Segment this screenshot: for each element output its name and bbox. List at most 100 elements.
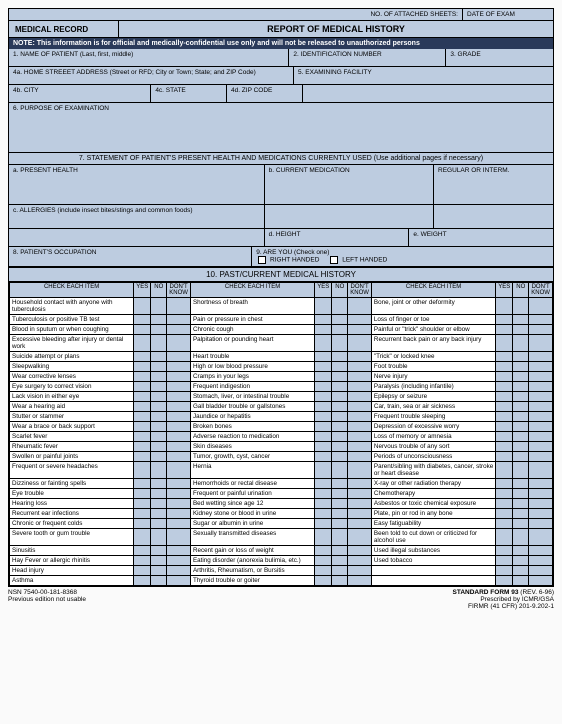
tick-cell[interactable] <box>167 362 191 372</box>
tick-cell[interactable] <box>151 392 167 402</box>
tick-cell[interactable] <box>332 402 348 412</box>
tick-cell[interactable] <box>151 352 167 362</box>
tick-cell[interactable] <box>332 519 348 529</box>
tick-cell[interactable] <box>513 382 529 392</box>
tick-cell[interactable] <box>167 372 191 382</box>
tick-cell[interactable] <box>315 315 332 325</box>
tick-cell[interactable] <box>315 566 332 576</box>
tick-cell[interactable] <box>134 352 151 362</box>
tick-cell[interactable] <box>151 509 167 519</box>
tick-cell[interactable] <box>134 315 151 325</box>
tick-cell[interactable] <box>496 402 513 412</box>
tick-cell[interactable] <box>496 519 513 529</box>
tick-cell[interactable] <box>315 556 332 566</box>
tick-cell[interactable] <box>167 315 191 325</box>
tick-cell[interactable] <box>513 422 529 432</box>
tick-cell[interactable] <box>167 422 191 432</box>
tick-cell[interactable] <box>315 335 332 352</box>
tick-cell[interactable] <box>348 489 372 499</box>
tick-cell[interactable] <box>151 325 167 335</box>
tick-cell[interactable] <box>167 412 191 422</box>
tick-cell[interactable] <box>315 298 332 315</box>
tick-cell[interactable] <box>167 402 191 412</box>
tick-cell[interactable] <box>496 479 513 489</box>
tick-cell[interactable] <box>513 392 529 402</box>
tick-cell[interactable] <box>496 422 513 432</box>
tick-cell[interactable] <box>134 362 151 372</box>
tick-cell[interactable] <box>332 529 348 546</box>
tick-cell[interactable] <box>151 576 167 586</box>
tick-cell[interactable] <box>513 529 529 546</box>
right-handed-checkbox[interactable] <box>258 256 266 264</box>
tick-cell[interactable] <box>151 432 167 442</box>
tick-cell[interactable] <box>348 479 372 489</box>
tick-cell[interactable] <box>496 462 513 479</box>
tick-cell[interactable] <box>529 402 553 412</box>
tick-cell[interactable] <box>332 452 348 462</box>
tick-cell[interactable] <box>167 382 191 392</box>
tick-cell[interactable] <box>496 325 513 335</box>
tick-cell[interactable] <box>348 362 372 372</box>
left-handed-checkbox[interactable] <box>330 256 338 264</box>
tick-cell[interactable] <box>332 509 348 519</box>
tick-cell[interactable] <box>348 298 372 315</box>
tick-cell[interactable] <box>151 315 167 325</box>
tick-cell[interactable] <box>315 432 332 442</box>
tick-cell[interactable] <box>348 529 372 546</box>
tick-cell[interactable] <box>134 556 151 566</box>
tick-cell[interactable] <box>496 576 513 586</box>
tick-cell[interactable] <box>496 372 513 382</box>
tick-cell[interactable] <box>167 576 191 586</box>
tick-cell[interactable] <box>332 556 348 566</box>
tick-cell[interactable] <box>315 509 332 519</box>
tick-cell[interactable] <box>496 556 513 566</box>
tick-cell[interactable] <box>513 315 529 325</box>
tick-cell[interactable] <box>315 392 332 402</box>
tick-cell[interactable] <box>315 412 332 422</box>
tick-cell[interactable] <box>496 442 513 452</box>
tick-cell[interactable] <box>513 566 529 576</box>
tick-cell[interactable] <box>151 489 167 499</box>
tick-cell[interactable] <box>315 546 332 556</box>
tick-cell[interactable] <box>151 412 167 422</box>
tick-cell[interactable] <box>315 372 332 382</box>
tick-cell[interactable] <box>151 372 167 382</box>
tick-cell[interactable] <box>167 509 191 519</box>
tick-cell[interactable] <box>348 499 372 509</box>
tick-cell[interactable] <box>496 489 513 499</box>
tick-cell[interactable] <box>348 556 372 566</box>
tick-cell[interactable] <box>167 489 191 499</box>
tick-cell[interactable] <box>529 335 553 352</box>
tick-cell[interactable] <box>151 529 167 546</box>
tick-cell[interactable] <box>513 519 529 529</box>
tick-cell[interactable] <box>496 452 513 462</box>
tick-cell[interactable] <box>496 335 513 352</box>
tick-cell[interactable] <box>529 442 553 452</box>
tick-cell[interactable] <box>151 442 167 452</box>
tick-cell[interactable] <box>134 422 151 432</box>
tick-cell[interactable] <box>348 566 372 576</box>
tick-cell[interactable] <box>348 372 372 382</box>
tick-cell[interactable] <box>496 298 513 315</box>
tick-cell[interactable] <box>332 576 348 586</box>
tick-cell[interactable] <box>151 566 167 576</box>
tick-cell[interactable] <box>332 315 348 325</box>
tick-cell[interactable] <box>529 576 553 586</box>
tick-cell[interactable] <box>151 556 167 566</box>
tick-cell[interactable] <box>529 499 553 509</box>
tick-cell[interactable] <box>167 462 191 479</box>
tick-cell[interactable] <box>167 442 191 452</box>
tick-cell[interactable] <box>315 529 332 546</box>
tick-cell[interactable] <box>496 412 513 422</box>
tick-cell[interactable] <box>134 382 151 392</box>
tick-cell[interactable] <box>315 382 332 392</box>
tick-cell[interactable] <box>315 489 332 499</box>
tick-cell[interactable] <box>167 556 191 566</box>
tick-cell[interactable] <box>332 432 348 442</box>
tick-cell[interactable] <box>496 546 513 556</box>
tick-cell[interactable] <box>167 479 191 489</box>
tick-cell[interactable] <box>151 519 167 529</box>
tick-cell[interactable] <box>332 422 348 432</box>
tick-cell[interactable] <box>134 479 151 489</box>
tick-cell[interactable] <box>513 509 529 519</box>
